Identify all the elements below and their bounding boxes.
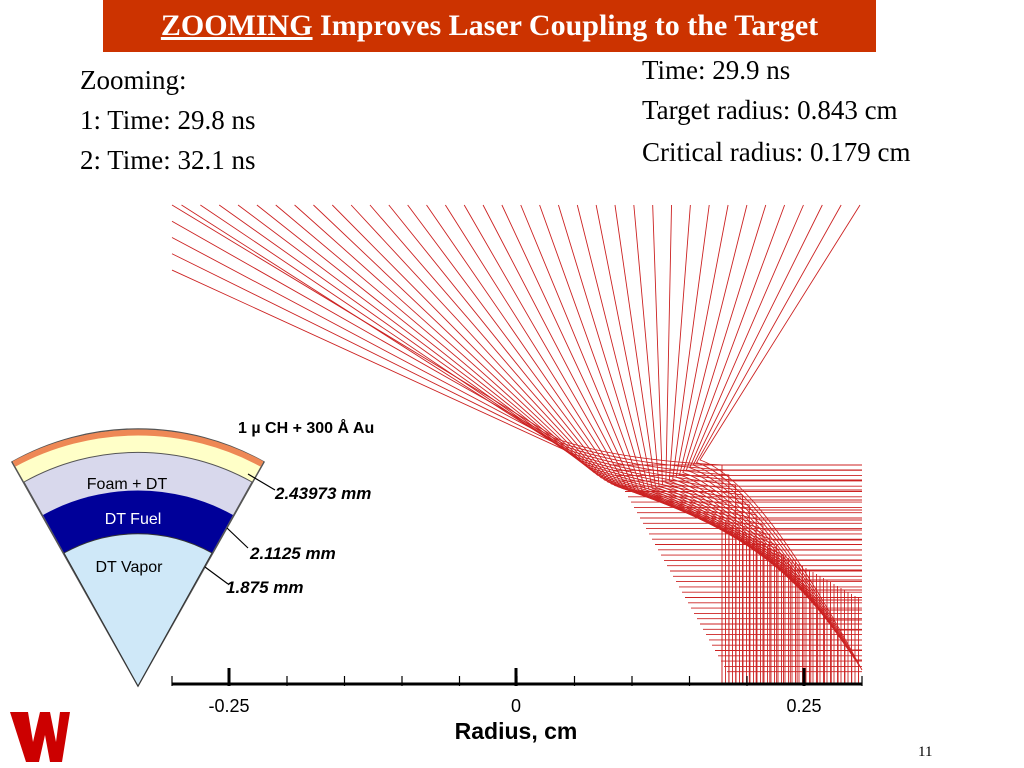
x-tick-label-neg: -0.25 xyxy=(208,696,249,716)
ray-21 xyxy=(482,204,862,571)
logo-mark xyxy=(10,712,70,762)
ray-9 xyxy=(256,204,862,511)
ray-8 xyxy=(237,204,750,684)
x-tick-label-pos: 0.25 xyxy=(786,696,821,716)
slide-title: ZOOMING Improves Laser Coupling to the T… xyxy=(103,0,876,52)
ray-18 xyxy=(426,204,784,684)
leader-outer xyxy=(247,473,276,491)
run-time: Time: 29.9 ns xyxy=(642,55,791,85)
ray-35 xyxy=(678,204,862,641)
vapor-layer xyxy=(63,533,213,688)
ray-4 xyxy=(171,269,737,684)
ray-11 xyxy=(294,204,862,521)
ray-41 xyxy=(699,204,863,671)
x-tick-label-zero: 0 xyxy=(511,696,521,716)
ray-25 xyxy=(558,204,862,591)
target-wedge xyxy=(10,428,266,688)
title-rest: Improves Laser Coupling to the Target xyxy=(312,9,819,42)
foam-label: Foam + DT xyxy=(87,476,168,493)
vapor-label: DT Vapor xyxy=(96,559,164,576)
ray-29 xyxy=(633,204,862,611)
radius-outer-label: 2.43973 mm xyxy=(274,484,371,503)
ray-38 xyxy=(689,204,853,684)
ray-26 xyxy=(576,204,812,684)
fuel-label: DT Fuel xyxy=(105,511,162,528)
coating-layer xyxy=(12,429,264,467)
zoom-info-time-1: 1: Time: 29.8 ns xyxy=(80,105,256,135)
zoom-info-title: Zooming: xyxy=(80,65,187,95)
critical-radius: Critical radius: 0.179 cm xyxy=(642,137,911,167)
ray-16 xyxy=(388,204,778,684)
university-logo xyxy=(10,712,70,762)
ray-17 xyxy=(407,204,862,551)
ray-36 xyxy=(682,204,846,684)
radius-inner-label: 1.875 mm xyxy=(226,578,304,597)
leader-inner xyxy=(204,566,229,585)
ray-7 xyxy=(218,204,862,501)
title-highlight: ZOOMING xyxy=(160,9,313,42)
slide-number: 11 xyxy=(918,744,933,760)
radius-mid-label: 2.1125 mm xyxy=(249,544,336,563)
zoom-info-time-2: 2: Time: 32.1 ns xyxy=(80,145,256,175)
target-radius: Target radius: 0.843 cm xyxy=(642,95,898,125)
ray-20 xyxy=(463,204,791,684)
x-axis-label: Radius, cm xyxy=(455,718,578,744)
coating-label: 1 µ CH + 300 Å Au xyxy=(238,418,374,437)
leader-mid xyxy=(226,527,249,549)
laser-rays xyxy=(171,204,863,684)
ray-28 xyxy=(614,204,819,684)
